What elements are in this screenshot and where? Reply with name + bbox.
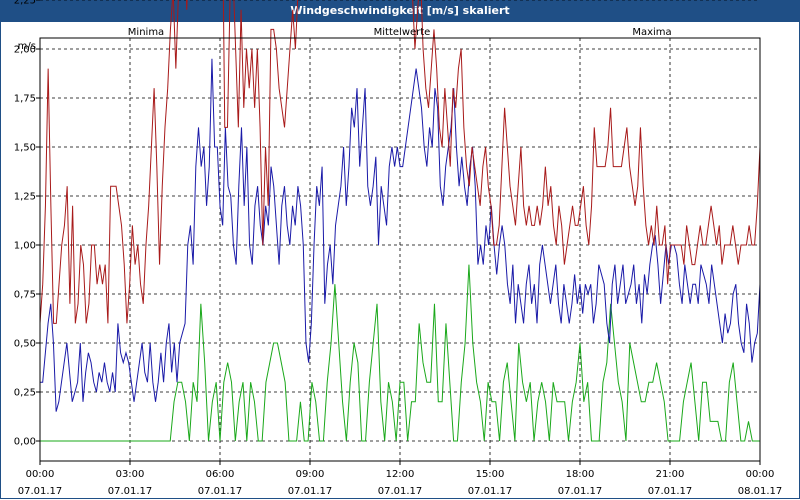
x-tick-date: 07.01.17 xyxy=(288,486,333,497)
x-tick-time: 15:00 xyxy=(476,469,505,480)
x-tick-time: 00:00 xyxy=(26,469,55,480)
y-tick-label: 2,25 xyxy=(14,0,36,7)
y-tick-label: 1,00 xyxy=(14,241,36,252)
x-tick-date: 07.01.17 xyxy=(108,486,153,497)
y-tick-label: 2,00 xyxy=(14,45,36,56)
x-tick-time: 21:00 xyxy=(656,469,685,480)
x-tick-time: 12:00 xyxy=(386,469,415,480)
y-tick-label: 0,25 xyxy=(14,388,36,399)
x-tick-time: 18:00 xyxy=(566,469,595,480)
chart-title: Windgeschwindigkeit [m/s] skaliert xyxy=(0,0,800,22)
y-tick-label: 1,25 xyxy=(14,192,36,203)
y-tick-label: 0,50 xyxy=(14,339,36,350)
x-tick-date: 07.01.17 xyxy=(468,486,513,497)
y-tick-label: 0,00 xyxy=(14,437,36,448)
y-tick-label: 1,75 xyxy=(14,94,36,105)
x-tick-time: 09:00 xyxy=(296,469,325,480)
x-tick-time: 00:00 xyxy=(746,469,775,480)
legend-maxima: Maxima xyxy=(632,27,671,38)
y-tick-label: 0,75 xyxy=(14,290,36,301)
x-tick-time: 06:00 xyxy=(206,469,235,480)
y-axis: m/s 0,00 0,25 0,50 0,75 1,00 1,25 1,50 1,75 2,00… xyxy=(14,0,40,448)
x-tick-date: 08.01.17 xyxy=(738,486,783,497)
legend-minima: Minima xyxy=(128,27,164,38)
plot-border xyxy=(39,37,761,462)
legend: Minima Mittelwerte Maxima xyxy=(128,27,672,38)
series-minima xyxy=(40,264,760,442)
y-axis-unit-label: m/s xyxy=(18,41,36,52)
x-tick-date: 07.01.17 xyxy=(648,486,693,497)
x-tick-date: 07.01.17 xyxy=(198,486,243,497)
x-tick-date: 07.01.17 xyxy=(558,486,603,497)
x-tick-time: 03:00 xyxy=(116,469,145,480)
series-maxima xyxy=(39,0,761,324)
legend-mittelwerte: Mittelwerte xyxy=(374,27,431,38)
x-tick-date: 07.01.17 xyxy=(378,486,423,497)
series-lines xyxy=(39,0,761,442)
y-tick-label: 1,50 xyxy=(14,143,36,154)
series-mittelwerte xyxy=(40,58,761,412)
x-axis: 00:00 07.01.17 03:00 07.01.17 06:00 07.01.17 0… xyxy=(18,461,783,497)
x-tick-date: 07.01.17 xyxy=(18,486,63,497)
